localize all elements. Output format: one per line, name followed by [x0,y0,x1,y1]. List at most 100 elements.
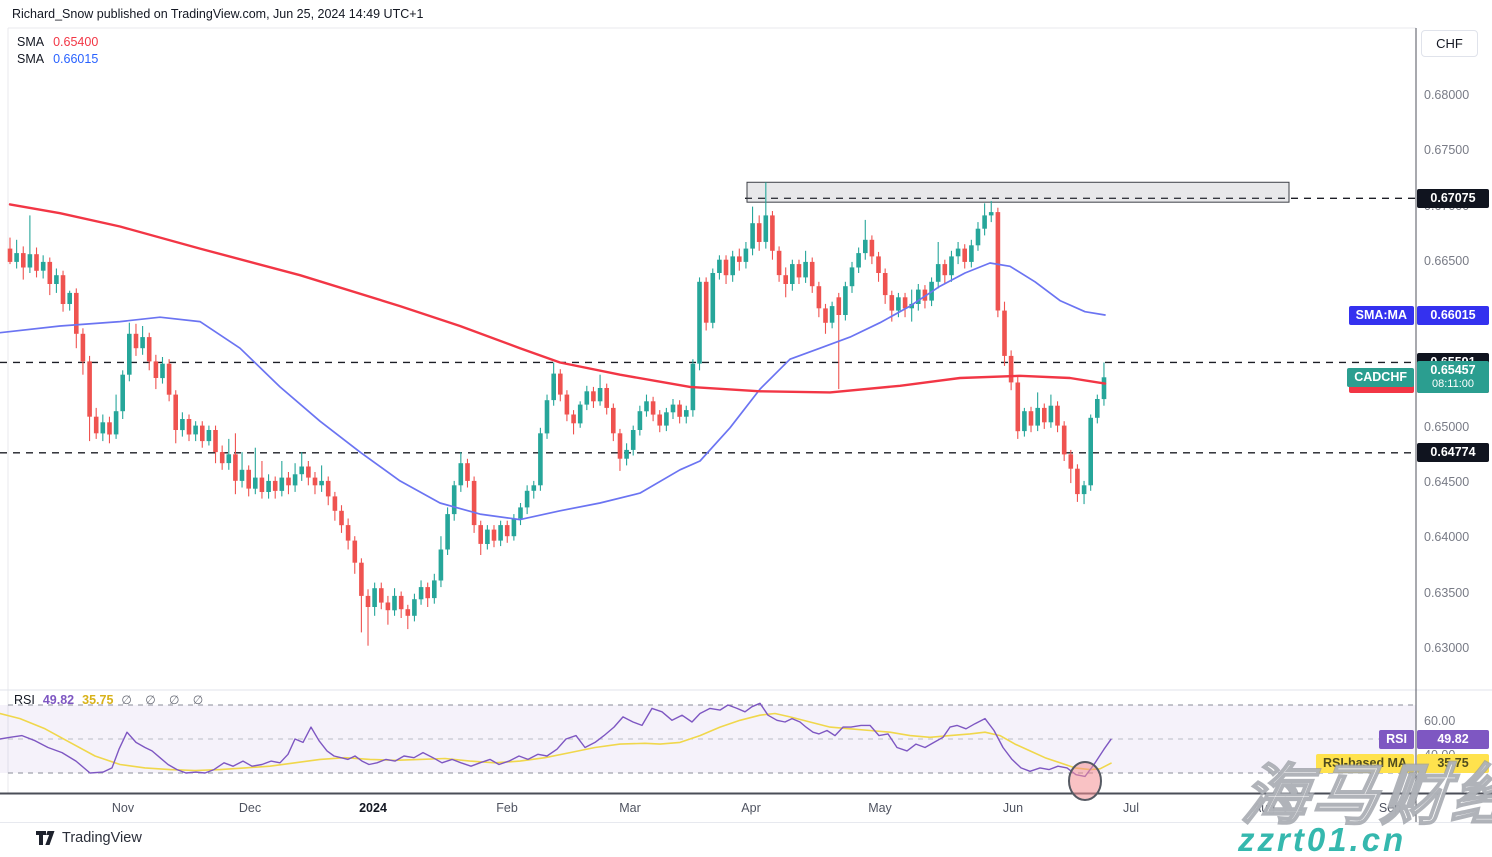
candle-body [379,588,384,603]
candle-body [743,248,749,262]
candle-body [478,525,483,544]
time-label-jun: Jun [1002,801,1024,815]
sma-slow-legend-row[interactable]: SMA 0.66015 [17,51,98,68]
sma-fast-value: 0.65400 [53,35,99,49]
candle-body [584,391,590,405]
candle-body [339,510,344,526]
candle-body [1022,411,1027,432]
rsi-based-ma-price-pill: 35.75 [1417,753,1489,773]
candle-body [14,253,19,262]
currency-toggle-button[interactable]: CHF [1421,30,1478,57]
candle-body [538,433,543,486]
candle-body [259,477,265,492]
tradingview-brand-text: TradingView [62,830,142,846]
candle-body [1015,382,1021,432]
candle-body [87,361,92,417]
candle-body [637,411,643,430]
sma-fast-legend-row[interactable]: SMA 0.65400 [17,34,98,51]
candle-body [544,400,550,434]
candle-body [657,414,662,426]
candle-body [677,404,682,417]
candle-body [882,273,888,296]
candle-body [80,333,86,362]
rsi-label: RSI [14,693,35,707]
candle-body [279,477,285,491]
price-tick-label: 0.66500 [1424,253,1470,268]
candle-body [359,562,364,596]
candle-body [783,275,788,284]
candle-body [1002,310,1007,356]
sma-ma-price-pill: 0.66015 [1417,306,1489,326]
candle-body [604,388,609,408]
candlestick-series [7,182,1107,646]
candle-body [253,477,258,489]
candle-body [233,454,238,481]
indicator-legend[interactable]: SMA 0.65400 SMA 0.66015 [17,34,98,67]
candle-body [836,297,842,315]
candle-body [518,507,523,519]
candle-body [451,485,457,515]
time-label-sep: Sep [1378,801,1402,815]
price-tick-label: 0.63000 [1424,641,1470,655]
candle-body [942,264,948,276]
candle-body [756,223,762,242]
candle-body [829,306,835,323]
resistance-zone[interactable] [746,181,1290,203]
candle-body [684,410,689,417]
candle-body [790,264,795,284]
rsi-empty-band-icons: ∅ ∅ ∅ ∅ [121,693,209,707]
candle-body [949,256,954,276]
candle-body [385,602,391,611]
rsi-ma-value: 35.75 [82,693,114,707]
candle-body [299,466,304,475]
candle-body [670,404,676,413]
candle-body [511,518,517,537]
candle-body [193,425,198,435]
candle-body [345,525,351,541]
rsi-ma-line [0,712,1112,772]
rsi-price-pill: 49.82 [1417,729,1489,749]
candle-body [1075,468,1080,495]
candle-body [1068,454,1074,469]
time-label-mar: Mar [619,801,641,815]
candle-body [432,580,437,599]
candle-body [803,261,808,278]
candle-body [418,587,424,600]
candle-body [564,394,570,415]
price-tick-label: 0.68000 [1424,88,1470,102]
candle-body [611,407,616,434]
candle-body [120,374,125,412]
rsi-name-label: RSI [1379,729,1414,749]
candle-body [306,466,311,478]
candle-body [213,430,218,453]
rsi-low-highlight-circle[interactable] [1068,761,1102,801]
tradingview-branding[interactable]: TradingView [36,830,142,846]
candle-body [325,480,331,497]
candle-body [372,588,377,607]
level-067075-price-pill: 0.67075 [1417,188,1489,208]
candle-body [1061,425,1067,455]
candle-body [1035,407,1040,426]
candle-body [531,485,537,491]
candle-body [27,254,33,268]
candle-body [664,412,669,426]
candle-body [491,529,497,541]
time-label-feb: Feb [496,801,518,815]
candle-body [173,394,178,430]
rsi-legend-row[interactable]: RSI 49.82 35.75 ∅ ∅ ∅ ∅ [14,693,208,707]
candle-body [74,292,79,334]
candle-body [458,463,464,486]
candle-body [200,425,205,442]
candle-body [113,411,119,435]
cadchf-price-pill: 0.65457 08:11:00 [1417,361,1489,394]
candle-body [896,297,901,311]
candle-body [54,275,59,284]
candle-body [266,480,271,492]
candle-body [823,308,828,323]
candle-body [737,256,742,262]
candle-body [962,248,967,262]
candle-body [312,477,318,486]
candle-body [630,430,636,450]
candle-body [100,422,106,434]
